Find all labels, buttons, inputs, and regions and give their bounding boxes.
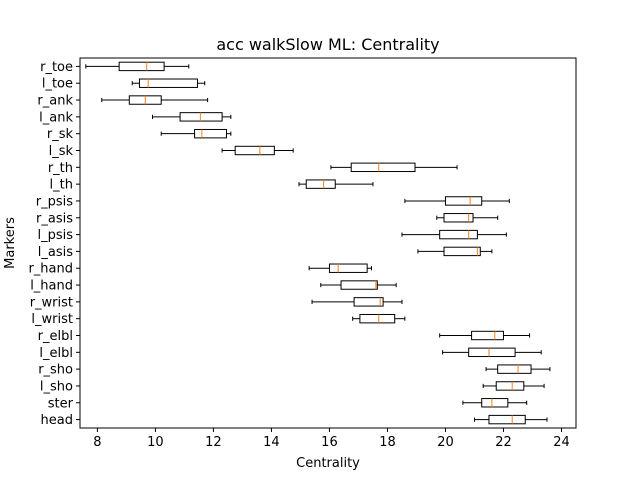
y-tick-label-r-sho: r_sho [38, 363, 73, 378]
box-l-toe [138, 78, 198, 88]
box-r-elbl [471, 330, 504, 341]
plot-frame [79, 57, 577, 429]
x-tick-label: 18 [379, 435, 396, 450]
y-tick-label-r-ank: r_ank [37, 94, 73, 109]
box-r-psis [444, 196, 483, 206]
box-l-th [305, 179, 336, 189]
box-l-asis [443, 246, 481, 257]
y-tick-label-r-hand: r_hand [28, 262, 73, 277]
y-tick-label-l-wrist: l_wrist [31, 312, 73, 327]
y-tick-label-l-hand: l_hand [30, 279, 73, 294]
x-tick-label: 22 [495, 435, 512, 450]
box-ster [481, 398, 509, 408]
x-tick-label: 10 [147, 435, 164, 450]
box-l-sk [234, 145, 275, 156]
x-tick-label: 8 [93, 435, 101, 450]
box-l-wrist [359, 313, 396, 324]
y-tick-label-r-wrist: r_wrist [30, 295, 73, 310]
y-tick-label-l-psis: l_psis [37, 228, 73, 243]
x-tick-label: 12 [205, 435, 222, 450]
box-r-th [350, 162, 416, 173]
box-r-asis [443, 213, 474, 223]
x-tick-label: 14 [263, 435, 280, 450]
y-tick-label-l-elbl: l_elbl [39, 346, 73, 361]
box-l-ank [179, 112, 223, 122]
x-axis-label: Centrality [296, 456, 360, 471]
y-tick-label-l-sho: l_sho [40, 379, 73, 394]
y-tick-label-r-psis: r_psis [36, 194, 73, 209]
y-tick-label-l-th: l_th [50, 178, 73, 193]
y-tick-label-r-elbl: r_elbl [38, 329, 73, 344]
y-tick-label-ster: ster [48, 396, 74, 411]
y-tick-label-r-sk: r_sk [47, 127, 74, 142]
box-r-hand [328, 263, 368, 273]
x-tick-label: 20 [437, 435, 454, 450]
y-tick-label-head: head [41, 413, 73, 428]
y-tick-label-r-asis: r_asis [36, 211, 73, 226]
y-tick-label-r-th: r_th [48, 161, 73, 176]
box-l-sho [495, 381, 525, 391]
box-l-elbl [468, 347, 516, 358]
y-tick-label-r-toe: r_toe [40, 60, 73, 75]
box-l-hand [340, 280, 378, 290]
x-tick-label: 16 [321, 435, 338, 450]
y-tick-label-l-ank: l_ank [39, 110, 73, 125]
box-r-sho [497, 364, 532, 374]
box-l-psis [439, 229, 478, 240]
box-r-toe [118, 61, 165, 72]
box-head [488, 414, 526, 425]
x-tick-label: 24 [553, 435, 570, 450]
y-tick-label-l-toe: l_toe [42, 77, 73, 92]
y-tick-label-l-asis: l_asis [38, 245, 73, 260]
chart-title: acc walkSlow ML: Centrality [216, 35, 439, 54]
y-axis-label: Markers [3, 217, 18, 269]
box-r-wrist [353, 297, 384, 307]
box-r-sk [194, 128, 227, 139]
y-tick-label-l-sk: l_sk [49, 144, 74, 159]
